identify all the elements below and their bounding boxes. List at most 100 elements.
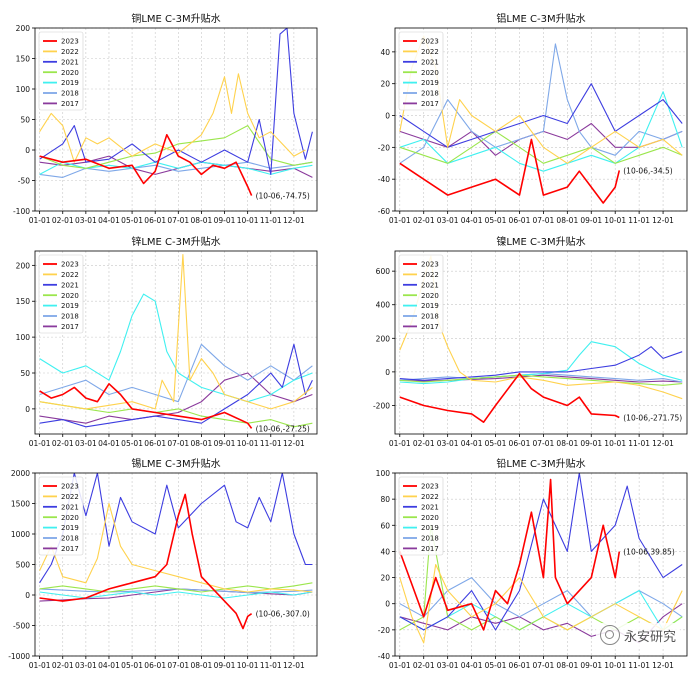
x-tick-label: 05-01 [485, 216, 507, 225]
legend-label-2022: 2022 [421, 48, 439, 56]
x-tick-label: 02-01 [52, 661, 74, 670]
plot-frame [394, 472, 688, 657]
x-tick-label: 04-01 [98, 439, 120, 448]
x-tick-label: 01-01 [389, 661, 411, 670]
wechat-icon [599, 625, 620, 645]
legend-label-2022: 2022 [421, 271, 439, 279]
x-tick-label: 08-01 [556, 661, 578, 670]
y-tick-label: 40 [380, 48, 390, 57]
x-tick-label: 01-01 [29, 216, 51, 225]
x-tick-label: 09-01 [580, 439, 602, 448]
series-line-2022 [399, 563, 683, 644]
y-tick-label: 50 [20, 369, 30, 378]
legend-label-2019: 2019 [421, 524, 439, 532]
x-tick-label: 11-01 [260, 661, 282, 670]
series-line-2022 [39, 502, 313, 593]
x-tick-label: 11-01 [628, 216, 650, 225]
y-tick-label: -40 [378, 175, 390, 184]
x-tick-label: 05-01 [121, 216, 143, 225]
data-annotation: (10-06,-307.0) [256, 610, 310, 619]
x-tick-label: 05-01 [485, 661, 507, 670]
x-tick-label: 12-01 [283, 439, 305, 448]
legend-label-2022: 2022 [421, 493, 439, 501]
x-tick-label: 11-01 [260, 216, 282, 225]
series-line-2020 [399, 130, 683, 164]
y-tick-label: 20 [380, 574, 390, 583]
legend-label-2022: 2022 [61, 48, 79, 56]
legend-label-2017: 2017 [61, 323, 79, 331]
data-annotation: (10-06,-74.75) [256, 192, 310, 201]
legend-label-2019: 2019 [61, 79, 79, 87]
x-tick-label: 03-01 [75, 216, 97, 225]
y-tick-label: -200 [373, 401, 390, 410]
data-annotation: (10-06,-271.75) [623, 414, 682, 423]
x-tick-label: 02-01 [52, 216, 74, 225]
y-tick-label: 200 [16, 261, 31, 270]
chart-panel-4: 镍LME C-3M升贴水 -200 0 200 400 600 01-01 02-01 03-0… [373, 235, 688, 448]
legend-label-2018: 2018 [61, 313, 79, 321]
x-tick-label: 12-01 [652, 661, 674, 670]
y-tick-label: 0 [25, 591, 30, 600]
x-tick-label: 09-01 [580, 216, 602, 225]
legend-label-2021: 2021 [61, 503, 79, 511]
chart-panel-2: 铝LME C-3M升贴水 -60 -40 -20 0 20 40 01-01 02-01 03-0… [378, 12, 688, 225]
x-tick-label: 08-01 [556, 439, 578, 448]
x-tick-label: 05-01 [121, 661, 143, 670]
legend-label-2023: 2023 [421, 261, 439, 269]
chart-title: 锡LME C-3M升贴水 [131, 457, 220, 470]
x-tick-label: 03-01 [437, 439, 459, 448]
x-tick-label: 09-01 [214, 216, 236, 225]
legend-label-2017: 2017 [421, 100, 439, 108]
legend: 2023 2022 2021 2020 2019 2018 2017 [398, 31, 444, 111]
chart-title: 镍LME C-3M升贴水 [496, 235, 585, 248]
y-tick-label: 60 [380, 521, 390, 530]
x-tick-label: 02-01 [413, 216, 435, 225]
x-tick-label: 02-01 [413, 439, 435, 448]
y-tick-label: 0 [25, 146, 30, 155]
x-tick-label: 08-01 [191, 661, 213, 670]
x-tick-label: 08-01 [556, 216, 578, 225]
legend-label-2020: 2020 [421, 514, 439, 522]
x-tick-label: 05-01 [121, 439, 143, 448]
y-tick-label: -20 [378, 626, 390, 635]
x-tick-label: 07-01 [532, 439, 554, 448]
x-tick-label: 02-01 [413, 661, 435, 670]
legend-label-2020: 2020 [421, 69, 439, 77]
legend-label-2018: 2018 [421, 535, 439, 543]
legend-label-2020: 2020 [421, 292, 439, 300]
legend-label-2023: 2023 [61, 483, 79, 491]
y-tick-label: 0 [385, 368, 390, 377]
x-tick-label: 10-01 [604, 439, 626, 448]
x-tick-label: 01-01 [389, 216, 411, 225]
x-tick-label: 07-01 [532, 661, 554, 670]
x-tick-label: 12-01 [283, 661, 305, 670]
series-line-2021 [39, 343, 313, 428]
y-tick-label: -500 [13, 622, 30, 631]
series-line-2023 [39, 493, 253, 630]
y-tick-label: -100 [13, 207, 30, 216]
x-tick-label: 10-01 [237, 439, 259, 448]
x-tick-label: 03-01 [437, 661, 459, 670]
y-tick-label: 200 [376, 334, 391, 343]
legend: 2023 2022 2021 2020 2019 2018 2017 [38, 476, 84, 556]
series-line-2018 [39, 343, 313, 403]
x-tick-label: 06-01 [509, 661, 531, 670]
x-tick-label: 03-01 [437, 216, 459, 225]
series-line-2021 [399, 346, 683, 381]
x-tick-label: 01-01 [389, 439, 411, 448]
x-tick-label: 06-01 [509, 216, 531, 225]
series-line-2017 [399, 122, 683, 156]
series-line-2019 [39, 293, 313, 403]
legend-label-2022: 2022 [61, 493, 79, 501]
y-tick-label: 400 [376, 301, 391, 310]
legend-label-2020: 2020 [61, 69, 79, 77]
x-tick-label: 10-01 [604, 661, 626, 670]
legend-label-2018: 2018 [421, 313, 439, 321]
x-tick-label: 08-01 [191, 216, 213, 225]
legend-label-2023: 2023 [61, 261, 79, 269]
chart-title: 锌LME C-3M升贴水 [131, 235, 220, 248]
y-tick-label: 0 [385, 112, 390, 121]
legend-label-2017: 2017 [61, 545, 79, 553]
